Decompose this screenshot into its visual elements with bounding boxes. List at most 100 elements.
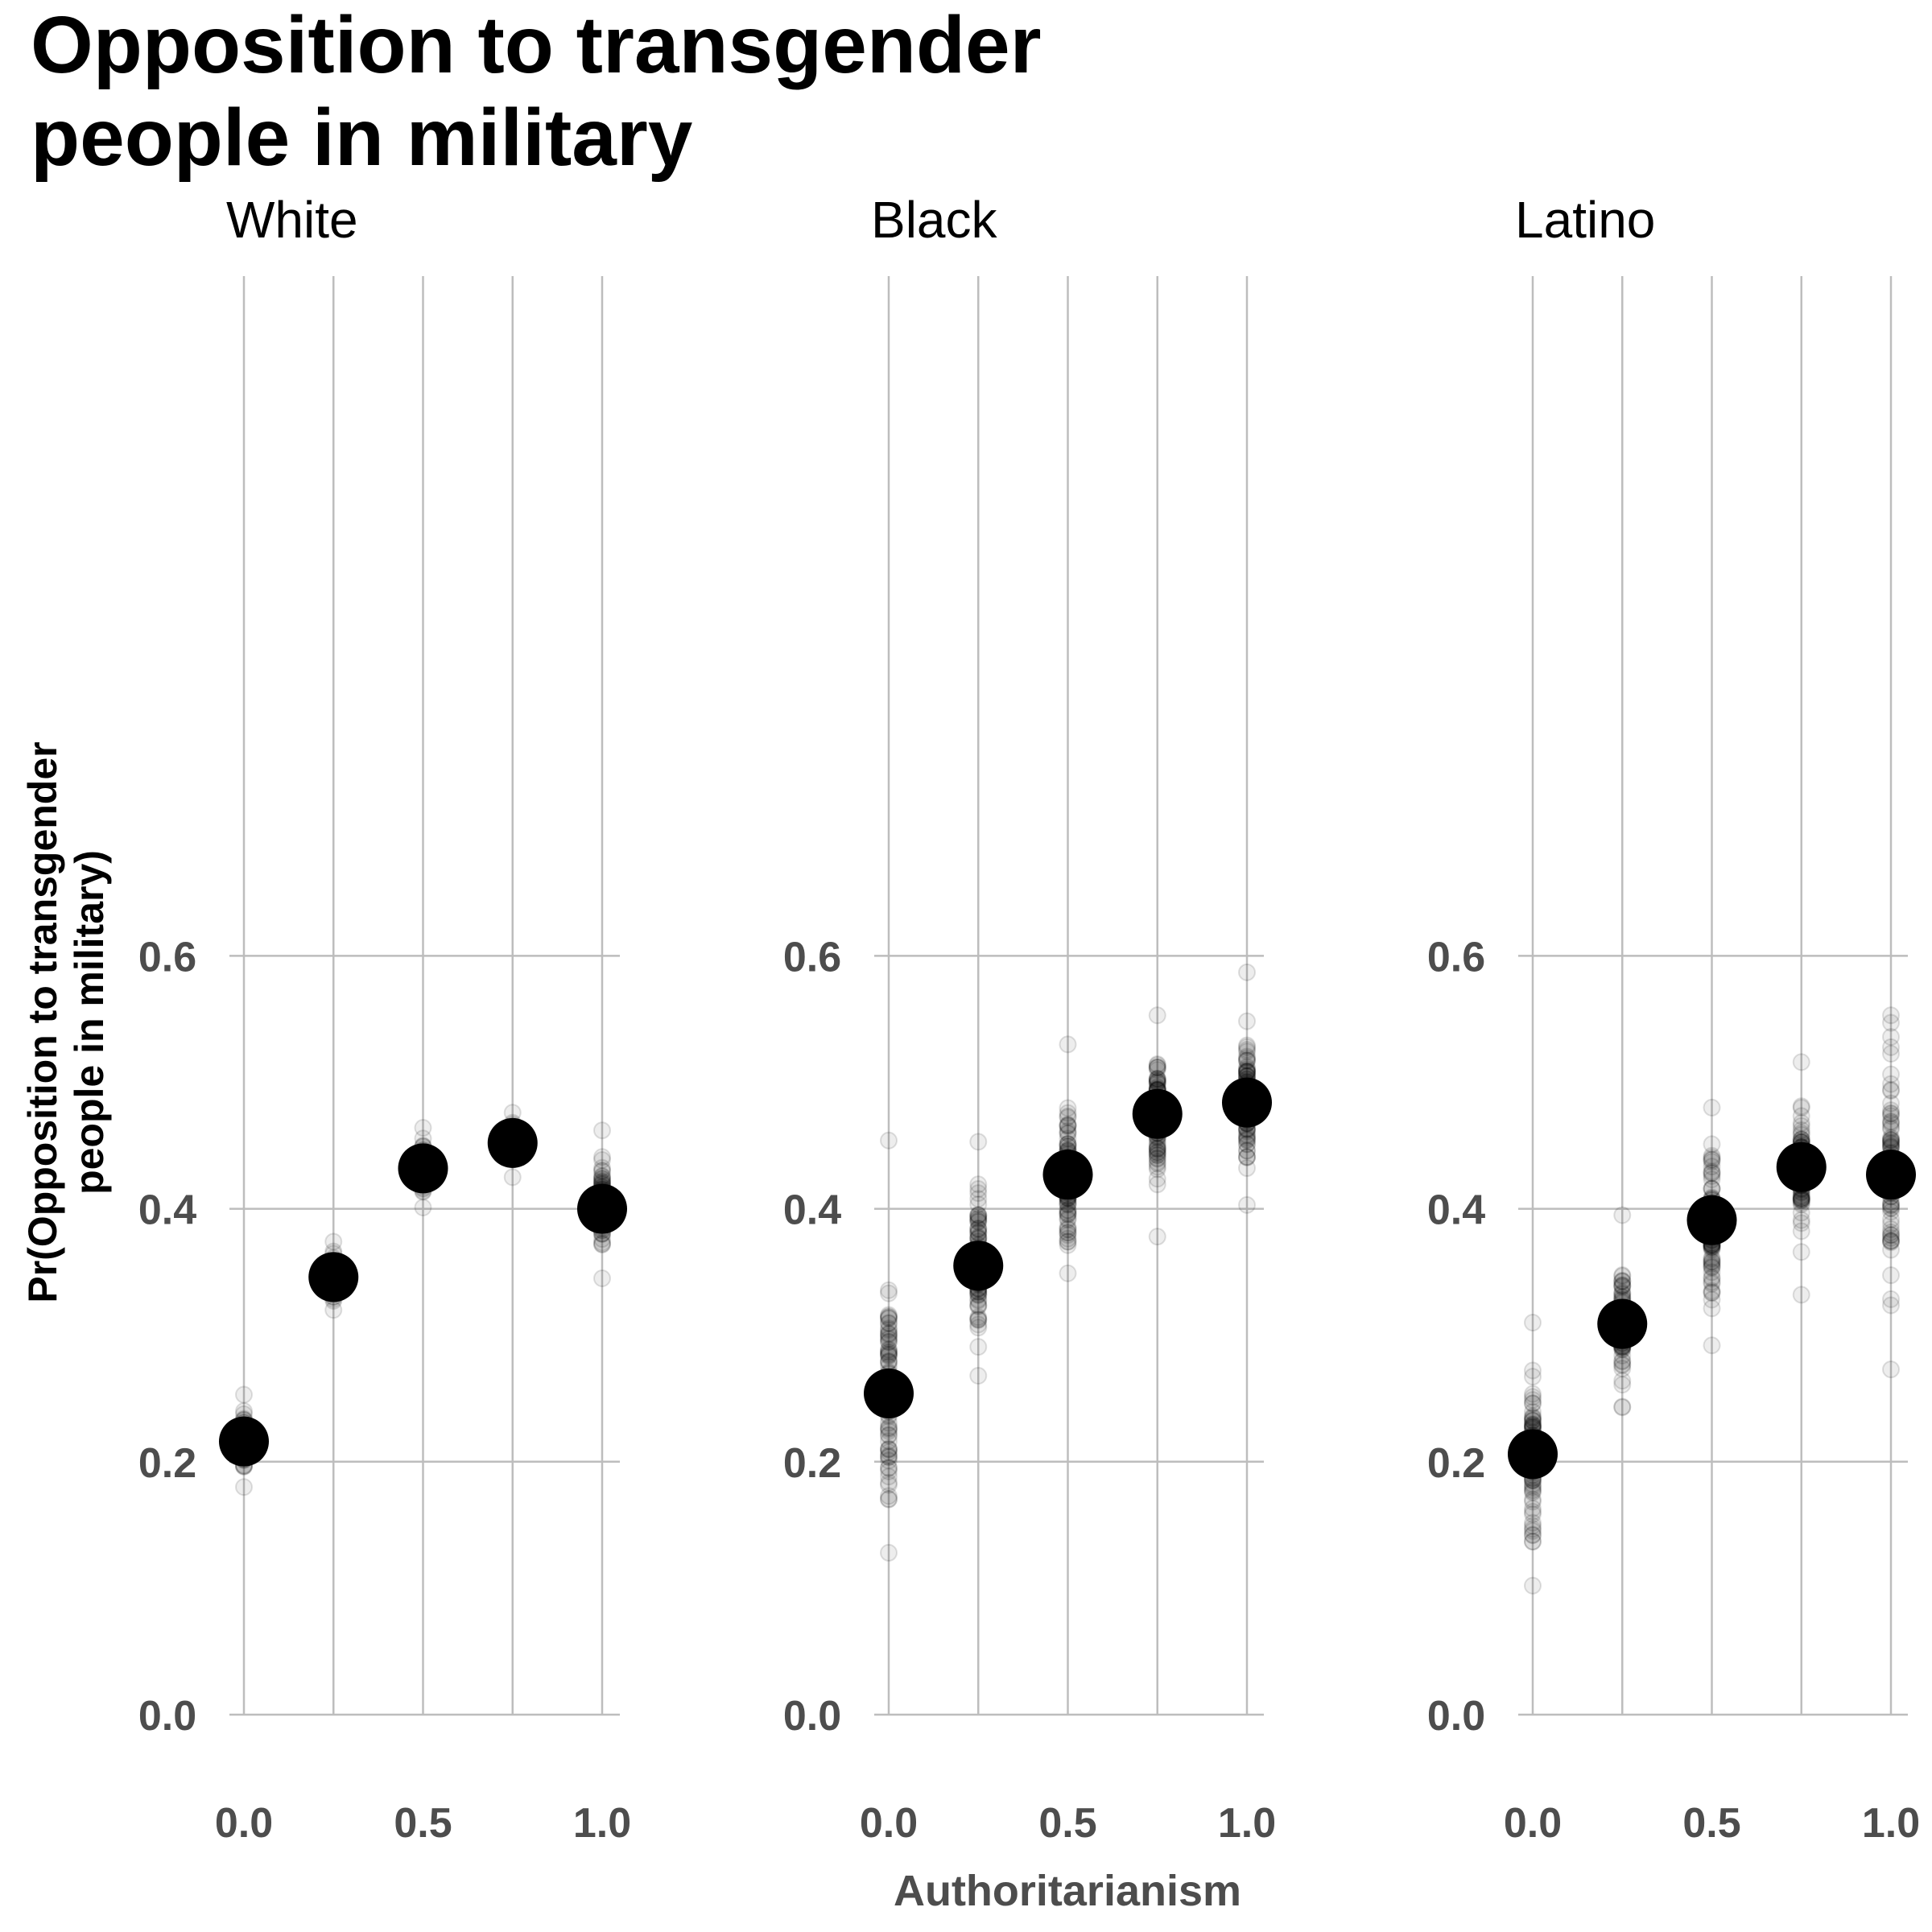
simulation-point	[1238, 1130, 1256, 1149]
simulation-point	[969, 1212, 988, 1231]
simulation-point	[1792, 1191, 1810, 1210]
simulation-point	[880, 1462, 898, 1480]
simulation-point	[1148, 1071, 1166, 1089]
simulation-point	[880, 1330, 898, 1348]
simulation-point	[880, 1321, 898, 1340]
simulation-point	[969, 1308, 988, 1327]
simulation-point	[1882, 1038, 1900, 1056]
simulation-point	[1703, 1153, 1721, 1171]
simulation-point	[1613, 1372, 1632, 1390]
simulation-point	[880, 1451, 898, 1470]
simulation-point	[1524, 1368, 1542, 1386]
simulation-point	[1792, 1124, 1810, 1142]
simulation-point	[1882, 1199, 1900, 1217]
simulation-point	[880, 1314, 898, 1332]
simulation-point	[1703, 1166, 1721, 1185]
simulation-point	[1059, 1201, 1077, 1220]
simulation-point	[880, 1490, 898, 1509]
simulation-point	[1524, 1525, 1542, 1544]
simulation-point	[1148, 1143, 1166, 1162]
simulation-point	[1524, 1412, 1542, 1430]
simulation-point	[1703, 1269, 1721, 1288]
simulation-point	[1703, 1252, 1721, 1270]
simulation-point	[880, 1459, 898, 1477]
simulation-point	[1524, 1533, 1542, 1551]
simulation-point	[1059, 1201, 1077, 1220]
facet-panels: White 0.0 0.2 0.4 0.6 0.0 0.5 1.0 Black 0.0 0.2 0.4…	[138, 191, 1920, 1847]
y-tick-label: 0.0	[783, 1693, 841, 1740]
simulation-point	[880, 1473, 898, 1492]
simulation-point	[1524, 1403, 1542, 1422]
simulation-point	[1238, 1041, 1256, 1059]
simulation-point	[593, 1269, 611, 1288]
simulation-point	[880, 1543, 898, 1562]
panel-black: Black 0.0 0.2 0.4 0.6 0.0 0.5 1.0	[783, 191, 1276, 1847]
mean-point	[1686, 1195, 1737, 1245]
simulation-point	[1792, 1114, 1810, 1133]
simulation-point	[969, 1184, 988, 1203]
simulation-point	[1524, 1520, 1542, 1538]
simulation-point	[1882, 1028, 1900, 1046]
simulation-point	[1613, 1273, 1632, 1291]
simulation-point	[1059, 1035, 1077, 1054]
simulation-point	[1882, 1120, 1900, 1138]
simulation-point	[1238, 1051, 1256, 1069]
simulation-point	[880, 1418, 898, 1437]
simulation-point	[1882, 1045, 1900, 1063]
simulation-point	[1882, 1232, 1900, 1250]
simulation-point	[880, 1309, 898, 1327]
simulation-point	[1059, 1232, 1077, 1251]
simulation-point	[1059, 1220, 1077, 1238]
simulation-point	[1882, 1101, 1900, 1120]
simulation-point	[1882, 1094, 1900, 1113]
simulation-point	[1238, 1141, 1256, 1160]
simulation-point	[969, 1315, 988, 1334]
simulation-point	[1792, 1099, 1810, 1117]
simulation-point	[1238, 1047, 1256, 1066]
y-tick-label: 0.4	[783, 1187, 841, 1234]
chart-title-line-2: people in military	[31, 93, 693, 183]
simulation-point	[1703, 1290, 1721, 1309]
simulation-point	[1059, 1117, 1077, 1136]
simulation-point	[1524, 1482, 1542, 1501]
simulation-point	[1059, 1099, 1077, 1117]
simulation-point	[969, 1220, 988, 1239]
simulation-point	[1238, 1147, 1256, 1166]
simulation-point	[880, 1422, 898, 1440]
simulation-point	[1238, 1131, 1256, 1150]
simulation-point	[1882, 1199, 1900, 1217]
y-tick-label: 0.4	[1427, 1187, 1485, 1234]
simulation-point	[1703, 1255, 1721, 1274]
simulation-point	[1703, 1158, 1721, 1176]
simulation-point	[1882, 1224, 1900, 1242]
simulation-point	[1882, 1104, 1900, 1123]
simulation-point	[1613, 1271, 1632, 1290]
simulation-point	[1059, 1206, 1077, 1224]
simulation-point	[1792, 1211, 1810, 1229]
simulation-point	[1148, 1175, 1166, 1194]
simulation-point	[969, 1133, 988, 1151]
simulation-point	[880, 1344, 898, 1362]
simulation-point	[1059, 1218, 1077, 1236]
simulation-point	[880, 1333, 898, 1352]
simulation-point	[1882, 1232, 1900, 1250]
simulation-point	[1882, 1129, 1900, 1147]
simulation-point	[1882, 1104, 1900, 1122]
simulation-point	[1059, 1232, 1077, 1251]
simulation-point	[593, 1235, 611, 1253]
mean-point	[1597, 1298, 1648, 1349]
simulation-point	[1148, 1070, 1166, 1088]
y-axis-label-line-2: people in military)	[67, 850, 112, 1195]
simulation-point	[1524, 1391, 1542, 1410]
simulation-point	[1148, 1150, 1166, 1168]
simulation-point	[1882, 1241, 1900, 1259]
simulation-point	[1882, 1228, 1900, 1247]
panel-latino: Latino 0.0 0.2 0.4 0.6 0.0 0.5 1.0	[1427, 191, 1920, 1847]
simulation-point	[1524, 1361, 1542, 1380]
simulation-point	[1882, 1215, 1900, 1233]
simulation-point	[1059, 1264, 1077, 1282]
simulation-point	[414, 1199, 432, 1217]
simulation-point	[1613, 1277, 1632, 1295]
simulation-point	[1148, 1228, 1166, 1246]
simulation-point	[593, 1161, 611, 1179]
